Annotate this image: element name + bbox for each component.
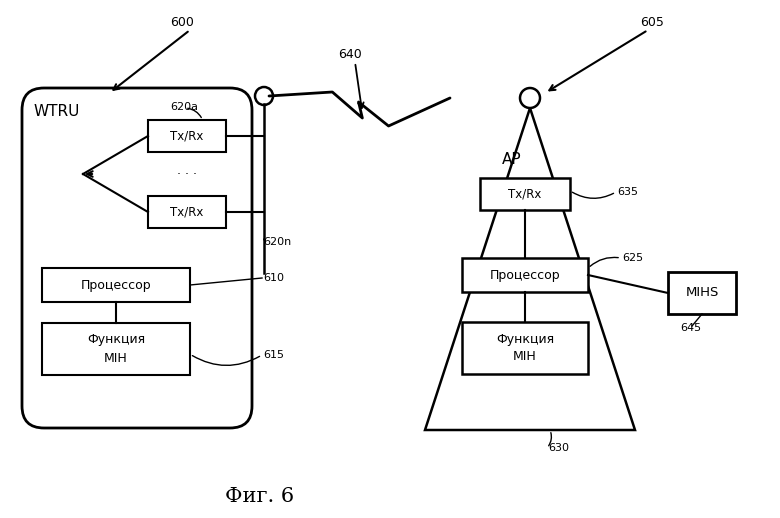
Text: Tx/Rx: Tx/Rx	[170, 206, 204, 219]
Bar	[480, 178, 570, 210]
Bar	[148, 120, 226, 152]
Text: MIHS: MIHS	[686, 286, 718, 299]
Text: WTRU: WTRU	[34, 104, 80, 119]
Bar	[462, 258, 588, 292]
Text: Фиг. 6: Фиг. 6	[225, 486, 295, 506]
Text: Процессор: Процессор	[80, 279, 151, 292]
Bar	[668, 272, 736, 314]
Text: 620n: 620n	[263, 237, 291, 247]
Text: 615: 615	[263, 350, 284, 360]
Bar	[462, 322, 588, 374]
Text: 625: 625	[622, 253, 644, 263]
Text: Tx/Rx: Tx/Rx	[509, 188, 541, 200]
Text: 640: 640	[338, 49, 362, 62]
Text: 635: 635	[617, 187, 638, 197]
FancyBboxPatch shape	[22, 88, 252, 428]
Text: 630: 630	[548, 443, 569, 453]
Bar	[42, 268, 190, 302]
Bar	[148, 196, 226, 228]
Text: 620a: 620a	[170, 102, 198, 112]
Text: AP: AP	[502, 152, 522, 167]
Text: 610: 610	[263, 273, 284, 283]
Text: 605: 605	[640, 16, 664, 28]
Text: Процессор: Процессор	[490, 268, 560, 281]
Text: Функция
MIH: Функция MIH	[87, 334, 145, 365]
Text: 600: 600	[170, 16, 194, 28]
Text: · · ·: · · ·	[177, 167, 197, 180]
Bar	[42, 323, 190, 375]
Text: Tx/Rx: Tx/Rx	[170, 130, 204, 142]
Text: 645: 645	[680, 323, 701, 333]
Text: Функция
MIH: Функция MIH	[496, 333, 554, 364]
